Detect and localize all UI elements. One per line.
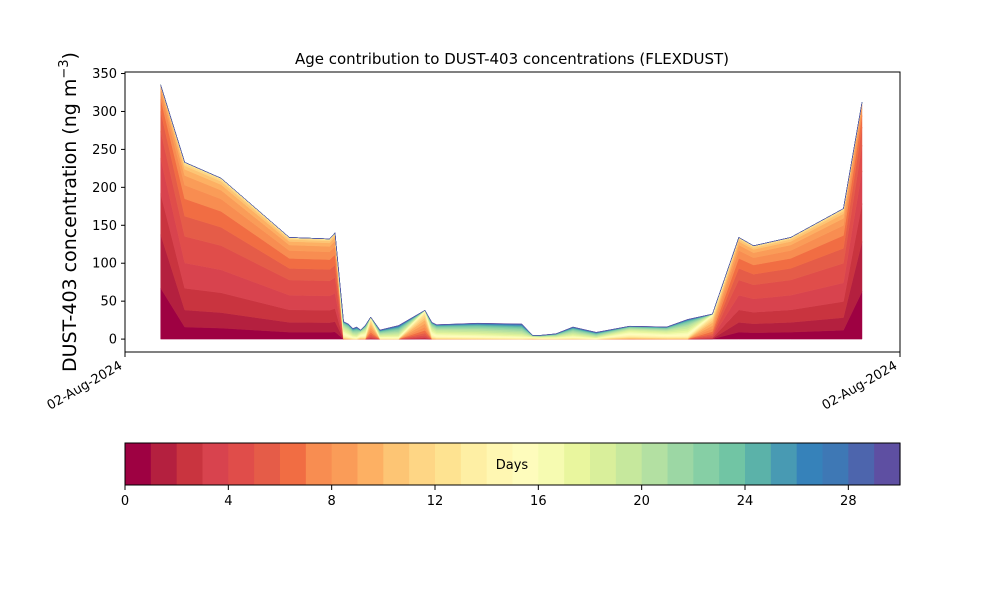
colorbar-swatch-day-20	[641, 443, 669, 485]
colorbar-swatch-day-26	[796, 443, 824, 485]
colorbar-tick-label: 12	[427, 494, 444, 509]
colorbar-swatch-day-6	[280, 443, 307, 485]
colorbar-swatch-day-2	[176, 443, 204, 485]
age-colorbar: 0 4 8 12 16 20 24 28	[121, 442, 901, 509]
y-axis-label-text: DUST-403 concentration (ng m	[59, 79, 81, 372]
colorbar-swatch-day-28	[848, 443, 875, 485]
colorbar-swatch-day-11	[409, 443, 436, 485]
chart-title: Age contribution to DUST-403 concentrati…	[295, 50, 729, 68]
colorbar-swatch-day-22	[693, 443, 720, 485]
age-layer-day-29	[160, 84, 863, 336]
colorbar-tick-label: 0	[121, 494, 129, 509]
colorbar-swatch-day-14	[486, 443, 514, 485]
colorbar-swatch-day-5	[254, 443, 281, 485]
colorbar-tick-label: 24	[737, 494, 754, 509]
colorbar-tick-label: 8	[328, 494, 336, 509]
colorbar-swatch-day-29	[874, 443, 901, 485]
plot-frame	[124, 71, 901, 353]
colorbar-swatch-day-25	[770, 443, 798, 485]
colorbar-frame	[124, 442, 901, 486]
colorbar-swatch-day-7	[305, 443, 333, 485]
y-tick-label: 250	[92, 143, 117, 158]
x-axis-ticks: 02-Aug-2024 02-Aug-2024	[45, 352, 901, 414]
stacked-area-layers	[160, 84, 863, 340]
x-tick-label: 02-Aug-2024	[45, 358, 125, 413]
colorbar-label: Days	[496, 458, 529, 473]
colorbar-tick-label: 20	[633, 494, 650, 509]
y-axis-label-close: )	[59, 52, 81, 59]
colorbar-swatch-day-10	[383, 443, 410, 485]
colorbar-swatch-day-13	[460, 443, 488, 485]
y-axis-label: DUST-403 concentration (ng m−3)	[57, 52, 81, 372]
colorbar-swatch-day-24	[745, 443, 772, 485]
y-tick-label: 0	[109, 333, 117, 348]
y-axis-ticks: 0 50 100 150 200 250 300 350	[92, 67, 125, 348]
colorbar-swatch-day-15	[512, 443, 539, 485]
colorbar-swatch-day-0	[125, 443, 152, 485]
colorbar-swatch-day-17	[564, 443, 591, 485]
y-tick-label: 300	[92, 105, 117, 120]
colorbar-swatch-day-8	[331, 443, 359, 485]
y-tick-label: 350	[92, 67, 117, 82]
colorbar-swatch-day-19	[615, 443, 643, 485]
colorbar-tick-label: 16	[530, 494, 547, 509]
y-axis-label-unit-superscript: −3	[57, 59, 72, 78]
colorbar-swatch-day-21	[667, 443, 694, 485]
colorbar-swatch-day-3	[202, 443, 229, 485]
colorbar-swatch-day-12	[435, 443, 462, 485]
colorbar-tick-label: 4	[224, 494, 232, 509]
y-tick-label: 150	[92, 219, 117, 234]
colorbar-swatch-day-1	[150, 443, 178, 485]
colorbar-swatch-day-23	[719, 443, 746, 485]
colorbar-swatch-day-27	[822, 443, 849, 485]
y-tick-label: 100	[92, 257, 117, 272]
colorbar-tick-label: 28	[840, 494, 857, 509]
colorbar-swatch-day-16	[538, 443, 565, 485]
x-tick-label: 02-Aug-2024	[820, 358, 900, 413]
y-tick-label: 200	[92, 181, 117, 196]
colorbar-swatch-day-9	[357, 443, 384, 485]
colorbar-swatch-day-4	[228, 443, 255, 485]
y-tick-label: 50	[100, 295, 117, 310]
colorbar-swatch-day-18	[590, 443, 617, 485]
